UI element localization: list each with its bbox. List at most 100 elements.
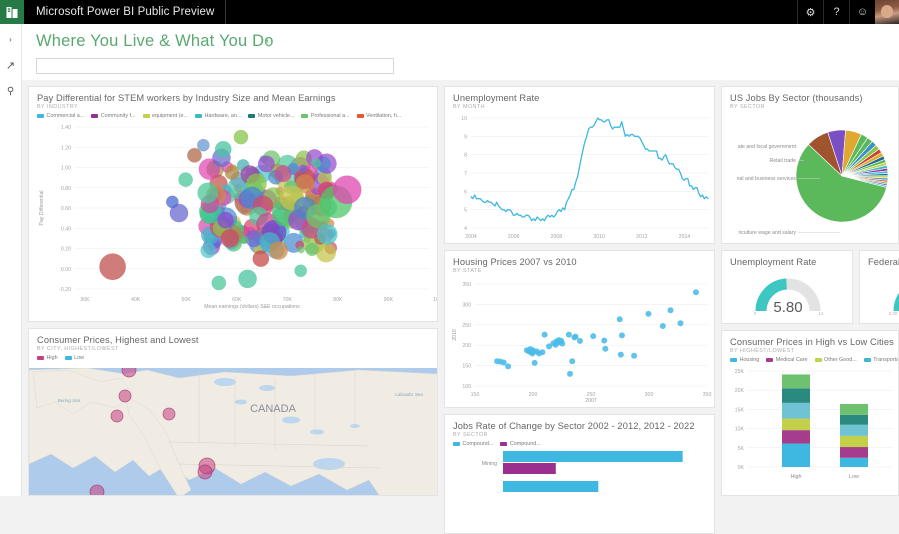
svg-text:0: 0 (754, 311, 757, 316)
legend-label: Transportat... (873, 357, 898, 363)
legend-swatch (766, 358, 774, 362)
app-title: Microsoft Power BI Public Preview (24, 0, 227, 24)
svg-text:9: 9 (464, 134, 467, 140)
legend-item[interactable]: Housing (730, 357, 759, 363)
scatter-plot[interactable]: 1.40 1.20 1.00 0.80 0.60 0.40 0.20 0.00 -0.20 30K… (29, 119, 438, 317)
expand-arrow-icon[interactable]: ↗ (5, 59, 16, 72)
tile-federal-funds-gauge[interactable]: Federal Fu... 0.00 (859, 250, 899, 324)
legend-label: Community f... (100, 113, 136, 119)
search-input[interactable] (36, 58, 394, 74)
avatar[interactable] (875, 0, 899, 24)
chevron-right-icon[interactable]: › (9, 34, 12, 44)
svg-text:70K: 70K (283, 297, 293, 303)
legend-label: Professional a... (310, 113, 350, 119)
legend-label: Housing (739, 357, 760, 363)
legend-swatch (37, 114, 44, 118)
legend-item[interactable]: Commercial a... (37, 113, 84, 119)
svg-text:150: 150 (471, 392, 480, 398)
svg-text:150: 150 (462, 364, 471, 370)
svg-text:-0.20: -0.20 (59, 287, 71, 293)
tile-unemployment-gauge[interactable]: Unemployment Rate 5.80 0 12 (721, 250, 853, 324)
tile-title: Unemployment Rate (730, 257, 817, 267)
gear-icon[interactable]: ⚙ (797, 0, 823, 24)
chart-legend[interactable]: High Low (29, 352, 437, 361)
title-bar: Microsoft Power BI Public Preview ⚙ ? ☺ (0, 0, 899, 24)
search-icon[interactable]: ⚲ (6, 85, 15, 97)
chart-legend[interactable]: Housing Medical Care Other Good... Transpor… (722, 354, 898, 363)
powerbi-logo-icon (0, 0, 24, 24)
svg-text:350: 350 (462, 282, 471, 288)
svg-text:5K: 5K (738, 446, 745, 452)
question-mark-icon[interactable]: ? (823, 0, 849, 24)
tile-title: Unemployment Rate (453, 93, 540, 103)
legend-item[interactable]: High (37, 355, 58, 361)
tile-title: Consumer Prices in High vs Low Cities (730, 337, 894, 347)
legend-item[interactable]: Hardware, an... (194, 113, 242, 119)
chart-legend[interactable]: Compound... Compound... (445, 438, 714, 447)
legend-item[interactable]: Compound... (500, 441, 541, 447)
left-rail: › ↗ ⚲ (0, 24, 22, 496)
svg-text:100: 100 (462, 384, 471, 390)
svg-text:200: 200 (529, 392, 538, 398)
legend-item[interactable]: Low (64, 355, 84, 361)
stacked-bar-chart[interactable]: 25K 20K 15K 10K 5K 0K High Low (722, 363, 899, 489)
svg-text:10K: 10K (735, 427, 745, 433)
svg-text:2004: 2004 (465, 234, 477, 240)
map-canvas[interactable]: CANADA Bering Sea Labrador Sea (29, 368, 437, 495)
svg-text:5.80: 5.80 (773, 299, 802, 316)
legend-swatch (863, 358, 871, 362)
svg-text:4: 4 (464, 226, 467, 232)
svg-text:2006: 2006 (508, 234, 520, 240)
legend-item[interactable]: Medical Care (766, 357, 808, 363)
legend-item[interactable]: Ventilation, h... (356, 113, 401, 119)
chart-legend[interactable]: Commercial a... Community f... equipment (… (29, 110, 437, 119)
legend-swatch (301, 114, 309, 118)
tile-us-jobs-pie[interactable]: US Jobs By Sector (thousands) BY SECTOR … (721, 86, 899, 244)
legend-label: High (46, 355, 58, 361)
legend-item[interactable]: Other Good... (814, 357, 857, 363)
gauge-chart[interactable]: 5.80 0 12 (722, 267, 853, 323)
tile-subtitle: BY INDUSTRY (37, 104, 78, 110)
legend-swatch (91, 114, 99, 118)
svg-text:15K: 15K (735, 407, 745, 413)
legend-swatch (814, 358, 822, 362)
legend-item[interactable]: equipment (e... (142, 113, 188, 119)
legend-swatch (730, 358, 737, 362)
svg-text:2014: 2014 (679, 234, 691, 240)
legend-label: Hardware, an... (204, 113, 242, 119)
gauge-chart[interactable]: 0.00 (860, 267, 899, 323)
svg-text:10: 10 (461, 116, 467, 122)
legend-item[interactable]: Motor vehicle... (248, 113, 294, 119)
legend-item[interactable]: Professional a... (301, 113, 350, 119)
legend-label: Commercial a... (46, 113, 85, 119)
smiley-icon[interactable]: ☺ (849, 0, 875, 24)
legend-swatch (500, 442, 508, 446)
svg-text:1.40: 1.40 (61, 125, 71, 131)
svg-text:Bering Sea: Bering Sea (58, 398, 81, 403)
bar-chart[interactable]: Mining (445, 447, 715, 525)
tile-consumer-prices-map[interactable]: Consumer Prices, Highest and Lowest BY C… (28, 328, 438, 496)
legend-item[interactable]: Transportat... (863, 357, 898, 363)
legend-swatch (356, 114, 364, 118)
legend-swatch (248, 114, 256, 118)
svg-text:20K: 20K (735, 388, 745, 394)
legend-item[interactable]: Compound... (453, 441, 493, 447)
refresh-icon[interactable]: ↻ (264, 38, 274, 50)
tile-consumer-prices-stacked[interactable]: Consumer Prices in High vs Low Cities BY… (721, 330, 899, 496)
line-chart[interactable]: 10 9 8 7 6 5 4 2004 2006 2008 2010 2012 2014 (445, 110, 715, 244)
svg-text:350: 350 (703, 392, 712, 398)
legend-swatch (453, 442, 460, 446)
tile-unemployment-line[interactable]: Unemployment Rate BY MONTH 10 9 8 7 6 5 4 2004 2… (444, 86, 715, 244)
report-canvas: Pay Differential for STEM workers by Ind… (22, 80, 899, 534)
svg-text:Pay Differential: Pay Differential (39, 190, 45, 225)
tile-jobs-rate-bars[interactable]: Jobs Rate of Change by Sector 2002 - 201… (444, 414, 715, 534)
legend-item[interactable]: Community f... (91, 113, 136, 119)
svg-text:250: 250 (587, 392, 596, 398)
tile-housing-prices-scatter[interactable]: Housing Prices 2007 vs 2010 BY STATE 350… (444, 250, 715, 408)
pie-chart[interactable]: ate and local government Retail trade nal … (722, 110, 899, 244)
tile-pay-differential-scatter[interactable]: Pay Differential for STEM workers by Ind… (28, 86, 438, 322)
page-header: Where You Live & What You Do ↻ (22, 24, 899, 80)
tile-title: US Jobs By Sector (thousands) (730, 93, 863, 103)
svg-text:ate and local government: ate and local government (738, 144, 797, 150)
